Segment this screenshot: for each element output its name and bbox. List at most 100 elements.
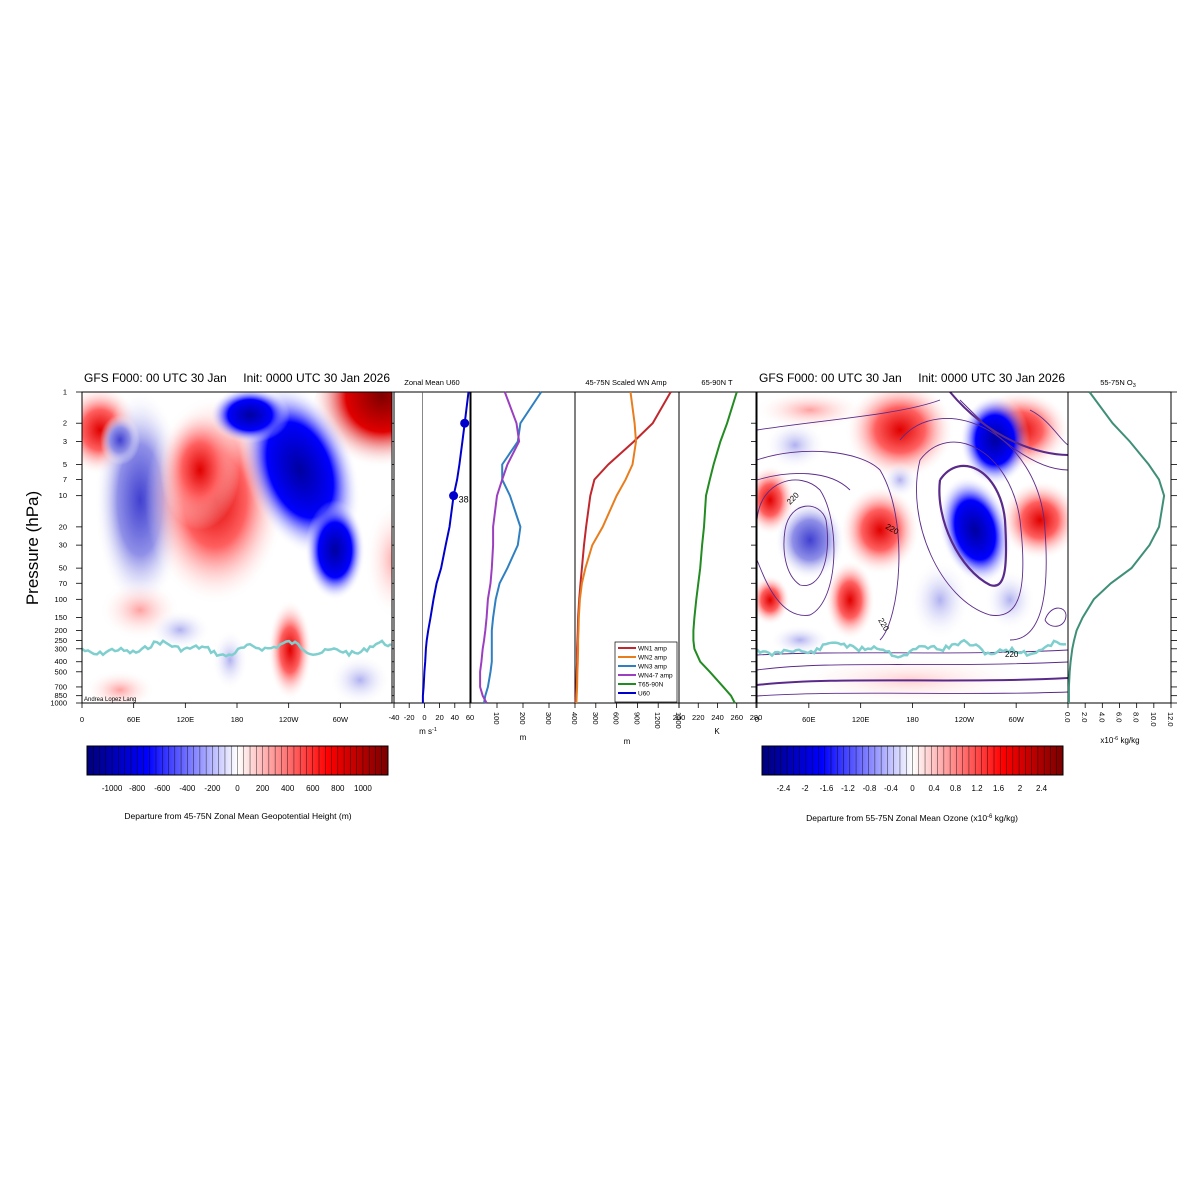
lon-tick-label: 60W (1008, 715, 1024, 724)
u60-line (421, 391, 470, 703)
x-tick-label: 240 (711, 713, 724, 722)
temperature-frame (678, 391, 757, 704)
x-tick-label: 10.0 (1149, 712, 1158, 727)
x-tick-label: 1200 (653, 712, 662, 729)
wn2-line (575, 391, 638, 704)
pressure-tick-label: 2 (63, 419, 67, 428)
pressure-tick-label: 700 (54, 682, 67, 691)
colorbar-tick-label: 400 (281, 784, 295, 793)
pressure-tick-label: 150 (54, 613, 67, 622)
colorbar-tick-label: 2 (1018, 784, 1023, 793)
wn3-line (483, 391, 543, 704)
colorbar-tick-label: 0 (910, 784, 915, 793)
ozone-colorbar-segments (768, 746, 1057, 775)
u60-markers (449, 418, 470, 501)
x-tick-label: 280 (750, 713, 763, 722)
u60-frame (393, 391, 471, 704)
u60-units: m s-1 (419, 727, 437, 736)
x-tick-label: 0 (422, 713, 426, 722)
o3-title: 55-75N O3 (1100, 378, 1136, 389)
lon-tick-label: 60E (802, 715, 815, 724)
wn-left-axis: 100 200 300 400 (492, 703, 579, 725)
colorbar-tick-label: 1.2 (971, 784, 983, 793)
height-title-left: GFS F000: 00 UTC 30 Jan (84, 371, 227, 385)
wn-title: 45-75N Scaled WN Amp (585, 378, 666, 387)
colorbar-tick-label: -0.4 (884, 784, 898, 793)
height-colorbar-segments (93, 746, 382, 775)
longitude-axis-right: 0 60E 120E 180 120W 60W (755, 703, 1025, 724)
height-colorbar-ticks: -1000 -800 -600 -400 -200 0 200 400 600 800 1000 (102, 784, 373, 793)
pressure-tick-label: 10 (59, 491, 67, 500)
legend-label: U60 (638, 691, 650, 698)
u60-axis: -40 -20 0 20 40 60 (389, 703, 474, 722)
wn-right-units: m (624, 737, 631, 746)
legend: WN1 amp WN2 amp WN3 amp WN4-7 amp T65-90N U60 (614, 641, 678, 703)
lon-tick-label: 0 (755, 715, 759, 724)
x-tick-label: 220 (692, 713, 705, 722)
contour-label-4: 220 (1005, 650, 1019, 659)
x-tick-label: 0.0 (1063, 712, 1072, 722)
lon-tick-label: 120W (955, 715, 976, 724)
pressure-tick-label: 100 (54, 595, 67, 604)
pressure-tick-label: 7 (63, 475, 67, 484)
x-tick-label: 8.0 (1132, 712, 1141, 722)
lon-tick-label: 120W (279, 715, 300, 724)
x-tick-label: 12.0 (1166, 712, 1175, 727)
tropopause-line (82, 639, 392, 658)
x-tick-label: 600 (612, 712, 621, 725)
height-panel: GFS F000: 00 UTC 30 Jan Init: 0000 UTC 3… (23, 371, 397, 724)
pressure-tick-label: 70 (59, 579, 67, 588)
colorbar-tick-label: 2.4 (1036, 784, 1048, 793)
o3-line (1067, 391, 1166, 703)
pressure-tick-label: 200 (54, 626, 67, 635)
colorbar-tick-label: -1.2 (841, 784, 855, 793)
colorbar-tick-label: -200 (204, 784, 221, 793)
legend-label: WN2 amp (638, 655, 667, 662)
pressure-tick-label: 20 (59, 522, 67, 531)
height-title-right: Init: 0000 UTC 30 Jan 2026 (243, 371, 390, 385)
pressure-tick-label: 250 (54, 636, 67, 645)
pressure-tick-label: 50 (59, 564, 67, 573)
colorbar-tick-label: 1.6 (993, 784, 1005, 793)
u60-marker (460, 418, 470, 428)
x-tick-label: 2.0 (1080, 712, 1089, 722)
ozone-tropopause-line (757, 638, 1067, 659)
lon-tick-label: 180 (906, 715, 919, 724)
x-tick-label: 100 (492, 712, 501, 725)
pressure-tick-label: 850 (54, 691, 67, 700)
o3-axis: 0.0 2.0 4.0 6.0 8.0 10.0 12.0 (1063, 703, 1175, 727)
pressure-tick-label: 1000 (50, 699, 67, 708)
lon-tick-label: 120E (177, 715, 195, 724)
x-tick-label: 200 (518, 712, 527, 725)
pressure-tick-label: 300 (54, 644, 67, 653)
o3-units: x10-6 kg/kg (1100, 736, 1139, 745)
x-tick-label: 900 (632, 712, 641, 725)
longitude-axis-left: 0 60E 120E 180 120W 60W (80, 703, 349, 724)
legend-items: WN1 amp WN2 amp WN3 amp WN4-7 amp T65-90N U60 (618, 646, 673, 698)
wn-left-frame (470, 391, 576, 704)
wn-left-panel: 100 200 300 400 m (470, 391, 579, 742)
temperature-axis: 200 220 240 260 280 (673, 703, 763, 722)
colorbar-tick-label: 0 (235, 784, 240, 793)
legend-label: T65-90N (638, 682, 664, 689)
colorbar-tick-label: 0.8 (950, 784, 962, 793)
wn-right-axis: 300 600 900 1200 1500 (591, 703, 683, 729)
y-axis-title: Pressure (hPa) (23, 491, 42, 605)
pressure-tick-label: 5 (63, 460, 67, 469)
colorbar-tick-label: -1000 (102, 784, 123, 793)
colorbar-tick-label: -2 (801, 784, 809, 793)
ozone-field: 220 220 220 220 (757, 392, 1068, 703)
pressure-tick-label: 30 (59, 541, 67, 550)
wn47-line (479, 391, 521, 704)
ozone-panel: 220 220 220 220 GFS F000: 00 UTC 30 Jan … (751, 371, 1073, 724)
ozone-title-left: GFS F000: 00 UTC 30 Jan (759, 371, 902, 385)
colorbar-tick-label: -600 (154, 784, 171, 793)
temperature-panel: 200 220 240 260 280 65-90N T K (673, 378, 763, 736)
pressure-tick-label: 500 (54, 667, 67, 676)
ozone-colorbar-ticks: -2.4 -2 -1.6 -1.2 -0.8 -0.4 0 0.4 0.8 1.2 1.6 2 2.4 (777, 784, 1048, 793)
u60-marker (449, 491, 459, 501)
ozone-colorbar-label: Departure from 55-75N Zonal Mean Ozone (… (806, 813, 1018, 823)
x-tick-label: 260 (730, 713, 743, 722)
